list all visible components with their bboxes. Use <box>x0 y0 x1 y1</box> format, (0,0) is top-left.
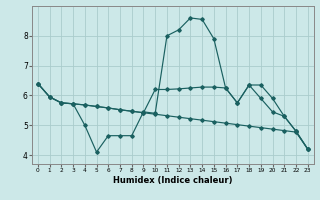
X-axis label: Humidex (Indice chaleur): Humidex (Indice chaleur) <box>113 176 233 185</box>
